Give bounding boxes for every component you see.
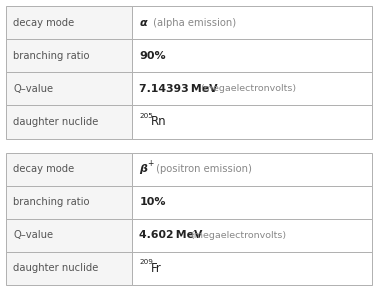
Bar	[6, 186, 132, 219]
Text: (megaelectronvolts): (megaelectronvolts)	[190, 231, 287, 240]
Text: 10%: 10%	[139, 197, 166, 207]
Bar	[6, 39, 132, 72]
Bar	[132, 152, 372, 186]
Text: 7.14393 MeV: 7.14393 MeV	[139, 84, 218, 94]
Bar	[132, 105, 372, 139]
Bar	[132, 39, 372, 72]
Text: 4.602 MeV: 4.602 MeV	[139, 230, 203, 240]
Text: β: β	[139, 164, 147, 174]
Text: +: +	[147, 159, 153, 168]
Text: decay mode: decay mode	[13, 17, 74, 28]
Text: daughter nuclide: daughter nuclide	[13, 117, 98, 127]
Text: (alpha emission): (alpha emission)	[150, 17, 236, 28]
Text: Q–value: Q–value	[13, 84, 53, 94]
Bar	[132, 252, 372, 285]
Text: (positron emission): (positron emission)	[153, 164, 252, 174]
Text: 90%: 90%	[139, 51, 166, 61]
Bar	[6, 219, 132, 252]
Text: decay mode: decay mode	[13, 164, 74, 174]
Bar	[6, 6, 132, 39]
Text: daughter nuclide: daughter nuclide	[13, 263, 98, 274]
Bar	[6, 105, 132, 139]
Text: Rn: Rn	[151, 116, 166, 128]
Text: branching ratio: branching ratio	[13, 197, 90, 207]
Bar	[132, 219, 372, 252]
Bar	[132, 6, 372, 39]
Bar	[6, 252, 132, 285]
Text: 205: 205	[139, 113, 153, 119]
Text: Q–value: Q–value	[13, 230, 53, 240]
Text: (megaelectronvolts): (megaelectronvolts)	[200, 84, 296, 93]
Text: 209: 209	[139, 260, 153, 265]
Bar	[132, 72, 372, 105]
Text: Fr: Fr	[151, 262, 161, 275]
Bar	[6, 72, 132, 105]
Bar	[132, 186, 372, 219]
Text: α: α	[139, 17, 147, 28]
Bar	[6, 152, 132, 186]
Text: branching ratio: branching ratio	[13, 51, 90, 61]
